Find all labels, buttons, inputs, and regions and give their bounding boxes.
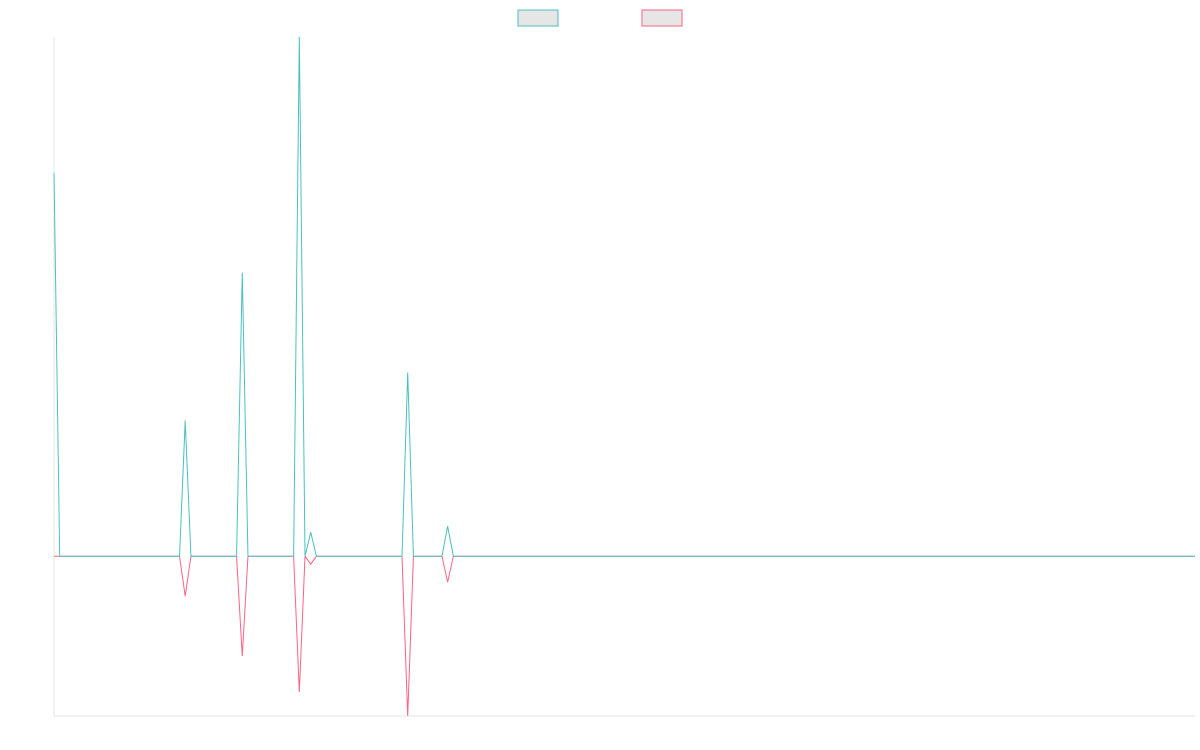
legend-swatch bbox=[641, 9, 683, 27]
legend-swatch bbox=[517, 9, 559, 27]
line-series bbox=[54, 554, 1195, 717]
line-series bbox=[53, 36, 1195, 557]
